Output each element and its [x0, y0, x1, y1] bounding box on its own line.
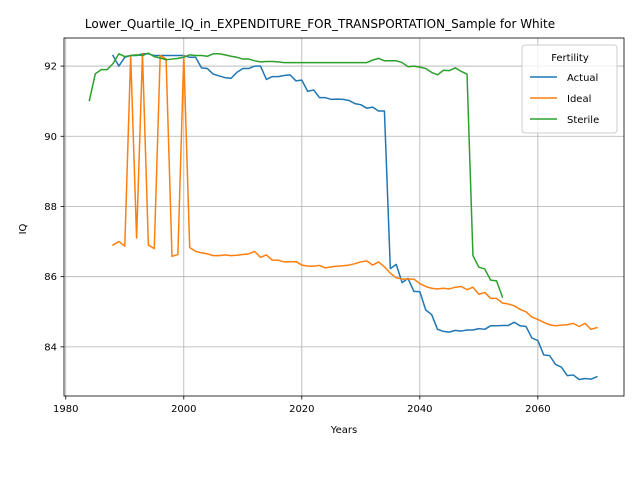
legend-label-actual: Actual — [567, 73, 598, 84]
y-tick-label: 84 — [44, 342, 57, 353]
y-axis-label: IQ — [18, 223, 29, 234]
x-axis-ticks: 1980 2000 2020 2040 2060 — [53, 396, 551, 415]
y-tick-label: 90 — [44, 132, 57, 143]
y-tick-label: 86 — [44, 272, 57, 283]
series-line-actual — [111, 53, 598, 381]
series-lines — [88, 52, 598, 381]
y-tick-label: 92 — [44, 62, 57, 73]
series-line-ideal — [111, 53, 598, 331]
legend-label-ideal: Ideal — [567, 94, 591, 105]
legend-label-sterile: Sterile — [567, 115, 599, 126]
y-axis-ticks: 84 86 88 90 92 — [44, 62, 64, 353]
x-tick-label: 2040 — [407, 404, 432, 415]
x-tick-label: 1980 — [53, 404, 78, 415]
y-tick-label: 88 — [44, 202, 57, 213]
series-line-sterile — [88, 52, 504, 298]
x-axis-label: Years — [330, 425, 357, 436]
x-tick-label: 2020 — [289, 404, 314, 415]
plot-frame — [63, 37, 625, 397]
legend-title: Fertility — [551, 53, 589, 64]
x-tick-label: 2060 — [525, 404, 550, 415]
legend-box — [521, 44, 618, 134]
x-tick-label: 2000 — [171, 404, 196, 415]
legend: Fertility Actual Ideal Sterile — [521, 44, 618, 134]
chart-title: Lower_Quartile_IQ_in_EXPENDITURE_FOR_TRA… — [85, 17, 555, 31]
